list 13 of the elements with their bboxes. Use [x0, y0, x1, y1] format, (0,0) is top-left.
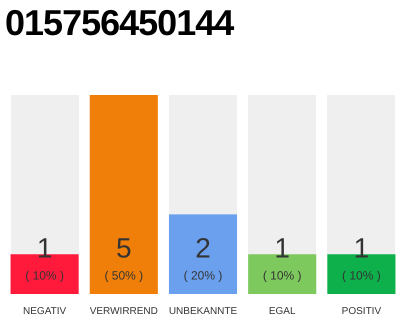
annotation: ( 50% )	[104, 268, 144, 282]
annotation: ( 20% )	[184, 268, 222, 282]
x-tick-label: NEGATIV	[23, 306, 67, 317]
annotation: ( 10% )	[262, 268, 302, 282]
data-label: 2	[195, 232, 211, 264]
x-tick-label: VERWIRREND	[90, 306, 158, 317]
x-tick-label: POSITIV	[342, 306, 382, 317]
chart-title: 015756450144	[5, 2, 234, 44]
x-tick-label: EGAL	[268, 306, 296, 317]
data-label: 5	[116, 232, 132, 264]
x-tick-label: UNBEKANNTE	[168, 306, 238, 317]
annotation: ( 10% )	[25, 268, 64, 282]
annotation: ( 10% )	[342, 268, 381, 282]
